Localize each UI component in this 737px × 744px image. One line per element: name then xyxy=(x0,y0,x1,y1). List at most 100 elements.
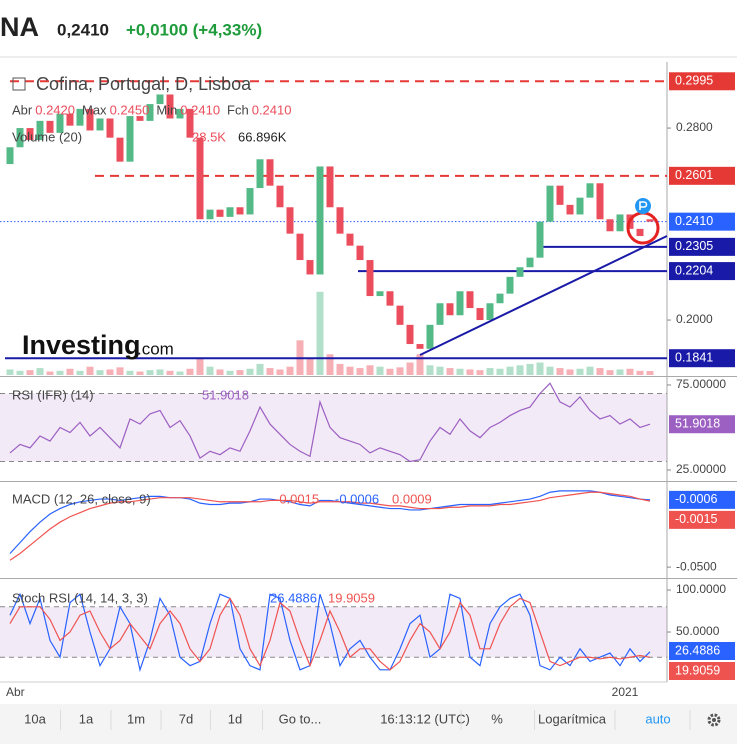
volume-bar xyxy=(386,368,394,375)
candle xyxy=(86,108,94,131)
toolbar-button[interactable]: 10a xyxy=(24,711,46,726)
ohlc-value: 0.2420 xyxy=(35,102,75,117)
macd-legend-value: -0.0015 xyxy=(275,491,319,506)
toolbar-button[interactable]: 1d xyxy=(228,711,242,726)
candle xyxy=(306,260,314,275)
candle xyxy=(606,219,614,232)
volume-bar xyxy=(536,362,544,375)
value-box-label: 0.2601 xyxy=(675,168,713,182)
value-box-label: 0.2410 xyxy=(675,214,713,228)
gear-hub[interactable] xyxy=(712,718,716,722)
candle xyxy=(576,197,584,215)
volume-bar xyxy=(396,367,404,375)
volume-bar xyxy=(146,370,154,375)
volume-bar xyxy=(336,363,344,375)
volume-bar xyxy=(626,368,634,375)
volume-bar xyxy=(116,367,124,375)
candle xyxy=(336,207,344,234)
y-tick-label: 25.00000 xyxy=(676,462,726,476)
candle xyxy=(66,113,74,126)
candle xyxy=(536,221,544,258)
candle xyxy=(466,291,474,309)
ohlc-label: Min xyxy=(156,102,177,117)
candle xyxy=(126,116,134,162)
y-tick-label: 0.2800 xyxy=(676,120,713,134)
volume-bar xyxy=(216,369,224,375)
volume-bar xyxy=(576,368,584,375)
candle xyxy=(486,303,494,321)
value-box xyxy=(669,642,735,660)
candle xyxy=(266,159,274,186)
volume-bar xyxy=(546,366,554,375)
volume-bar xyxy=(466,369,474,375)
volume-bar xyxy=(166,370,174,375)
candle xyxy=(206,209,214,220)
volume-bar xyxy=(606,370,614,375)
header-bg xyxy=(0,0,737,56)
candle xyxy=(586,183,594,198)
candle xyxy=(6,147,14,165)
ohlc-value: 0.2450 xyxy=(110,102,150,117)
price: 0,2410 xyxy=(57,20,109,39)
trend-line xyxy=(419,235,668,356)
candle xyxy=(196,137,204,220)
toolbar-button[interactable]: 16:13:12 (UTC) xyxy=(380,711,470,726)
volume-bar xyxy=(226,370,234,375)
volume-bar xyxy=(566,369,574,375)
candle xyxy=(396,305,404,325)
y-tick-label: 0.2000 xyxy=(676,312,713,326)
volume-bar xyxy=(136,371,144,375)
volume-bar xyxy=(206,366,214,375)
candle xyxy=(596,183,604,220)
volume-bar xyxy=(556,368,564,375)
candle xyxy=(516,267,524,277)
candle xyxy=(46,120,54,133)
value-box-label: -0.0015 xyxy=(675,512,717,526)
macd-title: MACD (12, 26, close, 9) xyxy=(12,491,151,506)
volume-bar xyxy=(196,358,204,375)
candle xyxy=(236,207,244,215)
toolbar-button[interactable]: 1a xyxy=(79,711,94,726)
value-box-label: 26.4886 xyxy=(675,643,720,657)
value-box xyxy=(669,415,735,434)
indicator-line xyxy=(9,382,651,463)
value-box xyxy=(669,212,735,231)
candle xyxy=(156,94,164,105)
candle xyxy=(326,166,334,208)
rsi-title: RSI (IFR) (14) xyxy=(12,387,94,402)
candle xyxy=(456,291,464,316)
candle xyxy=(636,228,644,237)
volume-bar xyxy=(596,368,604,375)
gear-icon[interactable] xyxy=(707,713,721,727)
legend-icon xyxy=(12,77,26,91)
candle xyxy=(416,344,424,349)
candle xyxy=(316,166,324,275)
toolbar xyxy=(0,704,737,744)
volume-bar xyxy=(516,365,524,375)
indicator-line xyxy=(9,491,651,561)
volume-bar xyxy=(646,371,654,375)
candle xyxy=(246,188,254,215)
value-box-label: 0.1841 xyxy=(675,350,713,364)
toolbar-button[interactable]: auto xyxy=(645,711,670,726)
toolbar-button[interactable]: % xyxy=(491,711,503,726)
x-tick-label: Abr xyxy=(6,685,25,699)
indicator-line xyxy=(9,597,651,671)
settings-button[interactable] xyxy=(707,713,721,727)
candle xyxy=(146,104,154,121)
volume-bar xyxy=(416,354,424,375)
toolbar-button[interactable]: 1m xyxy=(127,711,145,726)
volume-bar xyxy=(376,366,384,375)
value-box-label: -0.0006 xyxy=(675,492,717,506)
candle xyxy=(256,159,264,189)
toolbar-button[interactable]: 7d xyxy=(179,711,193,726)
macd-legend-value: -0.0006 xyxy=(335,491,379,506)
value-box xyxy=(669,166,735,185)
rsi-value: 51.9018 xyxy=(202,387,249,402)
toolbar-button[interactable]: Go to... xyxy=(279,711,322,726)
candle xyxy=(276,185,284,208)
candle xyxy=(116,137,124,162)
volume-bar xyxy=(36,368,44,375)
toolbar-button[interactable]: Logarítmica xyxy=(538,711,607,726)
